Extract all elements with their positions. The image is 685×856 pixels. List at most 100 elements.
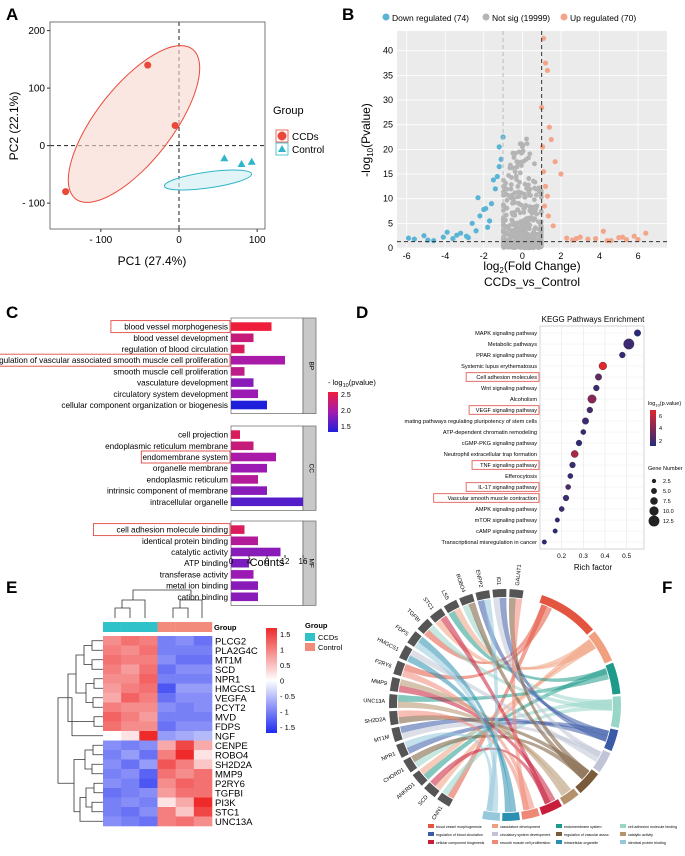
- chord-legend-swatch: [428, 840, 434, 844]
- go-bars: BP CC MF blood vessel morphogenesis blood ve…: [0, 317, 317, 606]
- heatmap-cell: [175, 759, 195, 770]
- volcano-point-notsig: [509, 234, 515, 240]
- heatmap-cell: [175, 674, 195, 684]
- chord-gene-label: ANKRD1: [396, 782, 417, 801]
- volcano-legend-up: Up regulated (70): [570, 13, 636, 23]
- kegg-dot: [580, 429, 587, 435]
- kegg-x-tick-label: 0.4: [600, 553, 609, 560]
- chord-ribbon: [483, 598, 499, 812]
- heatmap-dendro-branch: [93, 678, 103, 689]
- heatmap-dendro-branch: [73, 759, 85, 813]
- heatmap-gene-label: NGF: [215, 731, 235, 742]
- heatmap-cell: [193, 712, 213, 722]
- heatmap-cell: [193, 721, 213, 732]
- heatmap-dendro-branch: [93, 716, 103, 727]
- kegg-pathway-label: cGMP-PKG signaling pathway: [462, 441, 537, 447]
- kegg-size-dot: [650, 497, 658, 505]
- pca-y-label: PC2 (22.1%): [7, 92, 21, 161]
- go-x-label: Counts: [250, 557, 285, 569]
- chord-term-arc: [502, 812, 520, 821]
- heatmap-cell: [175, 683, 195, 694]
- panel-label-b: B: [342, 5, 354, 24]
- kegg-pathway-label: ATP-dependent chromatin remodeling: [443, 430, 537, 436]
- volcano-point-notsig: [523, 157, 529, 162]
- volcano-y-tick-label: 0: [388, 243, 393, 253]
- volcano-point-down: [498, 156, 504, 162]
- chord-legend-swatch: [620, 832, 626, 836]
- volcano-point-notsig: [521, 209, 527, 215]
- heatmap-group-cell: [103, 622, 122, 632]
- chord-gene-arc: [399, 645, 413, 661]
- volcano-point-up: [545, 213, 551, 219]
- heatmap-cell: [193, 655, 213, 665]
- kegg-pathway-label: Neutrophil extracellular trap formation: [444, 452, 537, 458]
- chord-term-arc: [482, 810, 501, 821]
- heatmap-gene-label: ROBO4: [215, 750, 248, 761]
- chord-ribbon: [440, 615, 551, 805]
- kegg-size-label: 7.5: [663, 499, 671, 505]
- volcano-point-down: [431, 238, 437, 244]
- heatmap-cell: [175, 693, 195, 703]
- heatmap-legend-control: Control: [318, 643, 343, 652]
- heatmap-gene-label: FDPS: [215, 722, 240, 733]
- heatmap-cell: [175, 655, 195, 665]
- heatmap-cell: [175, 721, 195, 732]
- volcano-point-notsig: [512, 190, 518, 196]
- heatmap-cell: [139, 645, 158, 656]
- kegg-size-title: Gene Number: [648, 466, 683, 472]
- volcano-point-notsig: [511, 200, 517, 205]
- kegg-pathway-label: MAPK signaling pathway: [475, 331, 537, 337]
- go-highlight-box: [0, 353, 231, 367]
- volcano-point-notsig: [532, 161, 537, 167]
- volcano-point-down: [465, 235, 471, 241]
- volcano-y-tick-label: 10: [383, 194, 393, 204]
- panel-label-f: F: [662, 578, 672, 597]
- heatmap-dendro-branch: [91, 801, 103, 813]
- volcano-point-down: [494, 173, 500, 180]
- kegg-dot-plot: KEGG Pathways Enrichment MAPK signaling …: [405, 315, 683, 572]
- kegg-dot: [554, 517, 560, 523]
- go-legend-tick-20: 2.0: [341, 408, 351, 415]
- chord-term-arc: [610, 696, 622, 728]
- kegg-dots: MAPK signaling pathway Metabolic pathways…: [405, 329, 641, 546]
- heatmap-cell: [103, 645, 122, 656]
- volcano-point-notsig: [538, 194, 544, 199]
- heatmap-cell: [103, 759, 122, 770]
- chord-gene-arc: [393, 660, 406, 677]
- volcano-point-notsig: [501, 207, 506, 213]
- volcano-point-notsig: [516, 232, 522, 237]
- go-legend-title: - log10(pvalue): [328, 378, 376, 389]
- heatmap-cell: [139, 712, 158, 722]
- kegg-size-label: 2.5: [663, 479, 671, 485]
- volcano-point-up: [573, 236, 579, 242]
- volcano-point-up: [635, 237, 641, 243]
- heatmap-cell: [193, 778, 213, 789]
- heatmap-cell: [157, 740, 176, 751]
- heatmap-cell: [193, 674, 213, 684]
- kegg-pathway-label: Cell adhesion molecules: [476, 375, 537, 381]
- kegg-x-tick-label: 0.2: [557, 553, 566, 560]
- chord-ribbon: [418, 636, 511, 813]
- volcano-point-notsig: [538, 222, 544, 228]
- pca-legend-ccds-marker: [277, 131, 287, 141]
- heatmap-cell: [121, 721, 140, 732]
- heatmap-scale-tick: - 0.5: [280, 692, 295, 701]
- heatmap-dendro-branch: [91, 659, 103, 670]
- heatmap-cell: [157, 655, 176, 665]
- heatmap-cell: [139, 693, 158, 703]
- volcano-point-down: [496, 144, 502, 150]
- go-category-label: metal ion binding: [166, 582, 228, 591]
- chord-legend-label: intracellular organelle: [564, 841, 598, 845]
- heatmap-gene-label: NPR1: [215, 674, 240, 685]
- volcano-point-notsig: [524, 136, 529, 142]
- chord-term-arc: [605, 662, 621, 695]
- heatmap-gene-label: VEGFA: [215, 693, 247, 704]
- chord-gene-label: STC1: [421, 597, 434, 612]
- chord-term-arc: [539, 595, 594, 635]
- heatmap-cell: [175, 645, 195, 656]
- chord-legend-label: regulation of blood circulation: [436, 833, 483, 837]
- heatmap-dendro-branch: [91, 763, 103, 775]
- volcano-point-notsig: [527, 151, 533, 157]
- heatmap-cell: [103, 674, 122, 684]
